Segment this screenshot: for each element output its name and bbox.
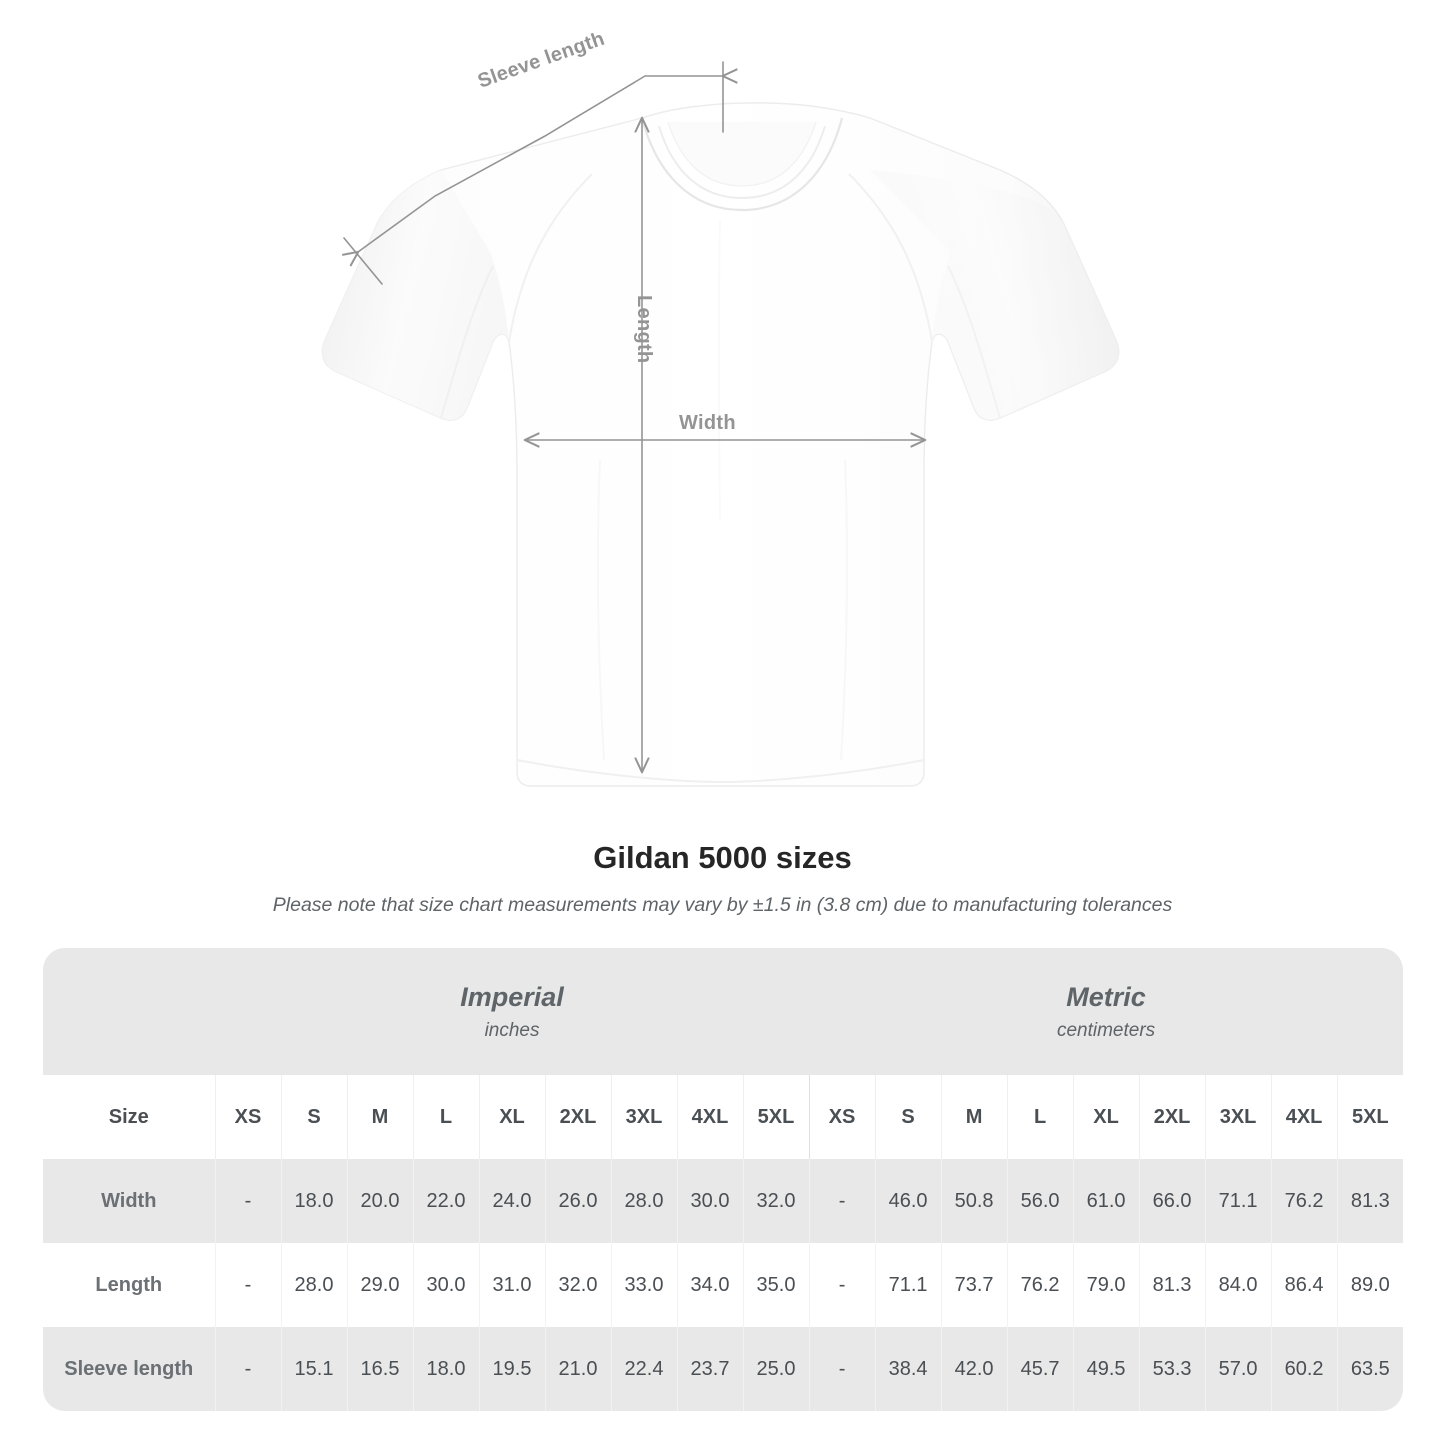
table-row: Length -28.0 29.0 30.0 31.0 32.0 33.0 34.0 35.0-… xyxy=(43,1243,1404,1327)
measurement-lines xyxy=(344,61,925,772)
width-label: Width xyxy=(679,412,736,434)
cell-metric-3xl: 84.0 xyxy=(1204,1243,1272,1327)
size-header-imperial-m: M xyxy=(346,1075,413,1159)
cell-imperial-xs: - xyxy=(214,1243,281,1327)
cell-imperial-s: 28.0 xyxy=(280,1243,347,1327)
tolerance-note: Please note that size chart measurements… xyxy=(272,894,1173,916)
cell-imperial-5xl: 32.0 xyxy=(742,1159,810,1243)
size-header-metric-l: L xyxy=(1006,1075,1074,1159)
cell-imperial-5xl: 35.0 xyxy=(742,1243,810,1327)
cell-metric-5xl: 63.5 xyxy=(1336,1327,1404,1411)
unit-name: Imperial xyxy=(460,981,564,1012)
cell-metric-4xl: 86.4 xyxy=(1270,1243,1338,1327)
unit-subtitle: inches xyxy=(484,1019,540,1041)
cell-metric-l: 56.0 xyxy=(1006,1159,1074,1243)
size-chart-table: Imperial inches Metric centimeters Size XS S M L… xyxy=(43,948,1404,1411)
cell-metric-2xl: 81.3 xyxy=(1138,1243,1206,1327)
cell-metric-4xl: 60.2 xyxy=(1270,1327,1338,1411)
row-label-length: Length xyxy=(43,1243,215,1327)
size-header-metric-5xl: 5XL xyxy=(1336,1075,1404,1159)
tshirt-illustration xyxy=(321,61,1120,787)
size-header-metric-xl: XL xyxy=(1072,1075,1140,1159)
cell-imperial-xl: 31.0 xyxy=(478,1243,545,1327)
length-label: Length xyxy=(633,295,655,364)
unit-header-metric: Metric centimeters xyxy=(809,948,1404,1075)
cell-metric-4xl: 76.2 xyxy=(1270,1159,1338,1243)
size-header-metric-m: M xyxy=(940,1075,1008,1159)
size-header-imperial-2xl: 2XL xyxy=(544,1075,611,1159)
cell-metric-xl: 79.0 xyxy=(1072,1243,1140,1327)
cell-imperial-l: 30.0 xyxy=(412,1243,479,1327)
tshirt-shape xyxy=(321,102,1120,787)
cell-imperial-xl: 19.5 xyxy=(478,1327,545,1411)
row-label-width: Width xyxy=(43,1159,215,1243)
unit-system-band: Imperial inches Metric centimeters xyxy=(43,948,1404,1075)
size-header-imperial-5xl: 5XL xyxy=(742,1075,810,1159)
tshirt-diagram: Sleeve length Length Width xyxy=(321,28,1120,787)
cell-metric-5xl: 89.0 xyxy=(1336,1243,1404,1327)
cell-metric-xl: 49.5 xyxy=(1072,1327,1140,1411)
cell-imperial-2xl: 26.0 xyxy=(544,1159,611,1243)
unit-name: Metric xyxy=(1066,981,1146,1012)
band-spacer xyxy=(43,948,215,1075)
cell-metric-m: 50.8 xyxy=(940,1159,1008,1243)
size-header-imperial-s: S xyxy=(280,1075,347,1159)
cell-imperial-s: 15.1 xyxy=(280,1327,347,1411)
table-header-row: Size XS S M L XL 2XL 3XL 4XL 5XL XS S M L XL 2XL 3XL 4XL 5… xyxy=(43,1075,1404,1159)
cell-imperial-xs: - xyxy=(214,1159,281,1243)
cell-metric-m: 73.7 xyxy=(940,1243,1008,1327)
row-label-sleeve-length: Sleeve length xyxy=(43,1327,215,1411)
cell-metric-s: 38.4 xyxy=(874,1327,942,1411)
size-chart-table-wrapper: Imperial inches Metric centimeters Size XS S M L… xyxy=(43,948,1404,1411)
size-header-metric-3xl: 3XL xyxy=(1204,1075,1272,1159)
size-header-metric-xs: XS xyxy=(808,1075,876,1159)
cell-metric-m: 42.0 xyxy=(940,1327,1008,1411)
cell-metric-2xl: 53.3 xyxy=(1138,1327,1206,1411)
cell-imperial-l: 22.0 xyxy=(412,1159,479,1243)
size-header-imperial-l: L xyxy=(412,1075,479,1159)
table-row: Width -18.0 20.0 22.0 24.0 26.0 28.0 30.0 32.0-4… xyxy=(43,1159,1404,1243)
page-title: Gildan 5000 sizes xyxy=(593,840,852,875)
cell-imperial-m: 29.0 xyxy=(346,1243,413,1327)
cell-metric-s: 46.0 xyxy=(874,1159,942,1243)
cell-metric-xl: 61.0 xyxy=(1072,1159,1140,1243)
cell-metric-l: 45.7 xyxy=(1006,1327,1074,1411)
cell-imperial-4xl: 23.7 xyxy=(676,1327,743,1411)
cell-imperial-2xl: 32.0 xyxy=(544,1243,611,1327)
cell-imperial-5xl: 25.0 xyxy=(742,1327,810,1411)
size-column-label: Size xyxy=(43,1075,215,1159)
size-header-metric-2xl: 2XL xyxy=(1138,1075,1206,1159)
table-row: Sleeve length -15.1 16.5 18.0 19.5 21.0 22.4 23… xyxy=(43,1327,1404,1411)
cell-metric-5xl: 81.3 xyxy=(1336,1159,1404,1243)
cell-imperial-l: 18.0 xyxy=(412,1327,479,1411)
cell-imperial-3xl: 28.0 xyxy=(610,1159,677,1243)
cell-imperial-4xl: 34.0 xyxy=(676,1243,743,1327)
cell-imperial-s: 18.0 xyxy=(280,1159,347,1243)
size-header-imperial-xl: XL xyxy=(478,1075,545,1159)
unit-header-imperial: Imperial inches xyxy=(215,948,810,1075)
cell-metric-s: 71.1 xyxy=(874,1243,942,1327)
cell-metric-xs: - xyxy=(808,1159,876,1243)
size-header-metric-s: S xyxy=(874,1075,942,1159)
cell-imperial-4xl: 30.0 xyxy=(676,1159,743,1243)
cell-imperial-2xl: 21.0 xyxy=(544,1327,611,1411)
cell-imperial-m: 16.5 xyxy=(346,1327,413,1411)
size-header-imperial-3xl: 3XL xyxy=(610,1075,677,1159)
size-header-imperial-xs: XS xyxy=(214,1075,281,1159)
unit-subtitle: centimeters xyxy=(1056,1019,1156,1041)
cell-metric-3xl: 71.1 xyxy=(1204,1159,1272,1243)
cell-imperial-xl: 24.0 xyxy=(478,1159,545,1243)
cell-imperial-xs: - xyxy=(214,1327,281,1411)
cell-metric-xs: - xyxy=(808,1243,876,1327)
cell-metric-l: 76.2 xyxy=(1006,1243,1074,1327)
cell-metric-3xl: 57.0 xyxy=(1204,1327,1272,1411)
cell-metric-2xl: 66.0 xyxy=(1138,1159,1206,1243)
title-block: Gildan 5000 sizes Please note that size … xyxy=(0,838,1445,918)
cell-metric-xs: - xyxy=(808,1327,876,1411)
size-header-metric-4xl: 4XL xyxy=(1270,1075,1338,1159)
cell-imperial-3xl: 22.4 xyxy=(610,1327,677,1411)
cell-imperial-m: 20.0 xyxy=(346,1159,413,1243)
size-header-imperial-4xl: 4XL xyxy=(676,1075,743,1159)
cell-imperial-3xl: 33.0 xyxy=(610,1243,677,1327)
